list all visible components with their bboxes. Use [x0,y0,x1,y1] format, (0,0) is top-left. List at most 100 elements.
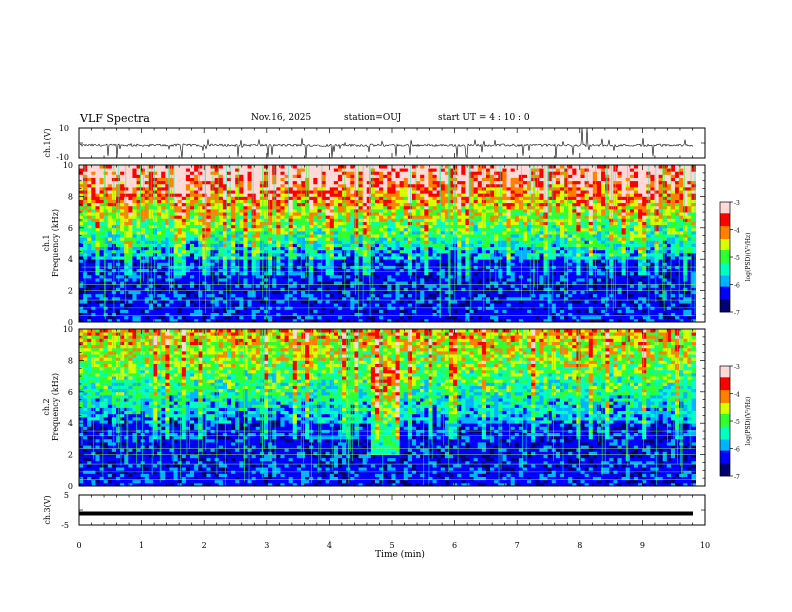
spectrogram-cell [268,174,273,178]
spectrogram-cell [177,252,183,257]
spectrogram-cell [387,177,392,182]
spectrogram-cell [222,190,228,194]
spectrogram-cell [152,268,158,273]
spectrogram-cell [255,246,261,251]
ch1-waveform-trace [79,127,694,159]
spectrogram-cell [247,171,253,175]
spectrogram-cell [268,252,273,257]
spectrogram-cell [477,303,483,307]
spectrogram-cell [461,227,466,232]
spectrogram-cell [280,212,285,216]
spectrogram-cell [309,193,314,197]
spectrogram-cell [251,218,257,222]
spectrogram-cell [432,180,438,185]
spectrogram-cell [173,202,179,207]
spectrogram-cell [350,262,355,266]
spectrogram-cell [152,193,158,197]
spectrogram-cell [206,259,211,263]
spectrogram-cell [276,287,281,291]
spectrogram-cell [173,177,179,182]
spectrogram-cell [128,196,133,200]
spectrogram-cell [391,262,396,266]
spectrogram-cell [144,212,150,216]
spectrogram-cell [346,309,351,313]
spectrogram-cell [152,186,158,191]
spectrogram-cell [185,218,191,222]
spectrogram-cell [243,249,248,254]
spectrogram-cell [420,208,425,213]
spectrogram-cell [177,224,183,229]
spectrogram-cell [132,199,137,204]
spectrogram-cell [313,171,318,175]
spectrogram-cell [276,230,281,235]
spectrogram-cell [132,190,137,194]
spectrogram-cell [140,208,146,213]
spectrogram-cell [292,215,298,219]
spectrogram-cell [313,199,318,204]
spectrogram-cell [461,293,466,298]
spectrogram-cell [181,196,187,200]
spectrogram-cell [103,212,109,216]
spectrogram-cell [181,177,187,182]
spectrogram-cell [300,318,306,323]
spectrogram-cell [214,259,220,263]
spectrogram-cell [399,281,405,285]
spectrogram-cell [354,300,359,304]
spectrogram-cell [448,230,454,235]
spectrogram-cell [383,227,388,232]
spectrogram-cell [247,215,253,219]
spectrogram-cell [202,234,207,238]
spectrogram-cell [99,196,105,200]
spectrogram-cell [391,171,396,175]
spectrogram-cell [309,180,314,185]
spectrogram-cell [354,174,359,178]
spectrogram-cell [461,183,466,188]
spectrogram-cell [181,215,187,219]
spectrogram-cell [103,312,109,317]
spectrogram-cell [288,315,294,320]
spectrogram-cell [333,202,339,207]
spectrogram-cell [432,212,438,216]
spectrogram-cell [387,212,392,216]
spectrogram-cell [387,227,392,232]
spectrogram-cell [309,171,314,175]
spectrogram-cell [231,300,236,304]
spectrogram-cell [313,274,318,279]
spectrogram-cell [473,246,479,251]
spectrogram-cell [317,165,322,169]
spectrogram-cell [383,268,388,273]
spectrogram-cell [317,303,322,307]
spectrogram-cell [280,196,285,200]
spectrogram-cell [444,180,450,185]
spectrogram-cell [444,256,450,260]
spectrogram-cell [399,171,405,175]
spectrogram-cell [95,180,100,185]
spectrogram-cell [107,290,113,295]
spectrogram-cell [321,243,327,248]
spectrogram-cell [276,221,281,226]
spectrogram-cell [181,309,187,313]
spectrogram-cell [461,237,466,241]
spectrogram-cell [214,243,220,248]
spectrogram-cell [218,196,224,200]
spectrogram-cell [346,268,351,273]
spectrogram-cell [379,300,384,304]
spectrogram-cell [95,259,100,263]
spectrogram-cell [116,249,121,254]
spectrogram-cell [165,252,170,257]
spectrogram-cell [469,312,475,317]
spectrogram-cell [103,268,109,273]
spectrogram-cell [177,215,183,219]
spectrogram-cell [436,199,442,204]
ch1-ytick-top: 10 [59,124,69,133]
spectrogram-cell [152,249,158,254]
spectrogram-cell [457,240,462,244]
spectrogram-cell [194,262,199,266]
spectrogram-cell [428,190,433,194]
spectrogram-cell [103,218,109,222]
spectrogram-cell [379,193,384,197]
spectrogram-cell [218,199,224,204]
spectrogram-cell [321,221,327,226]
spectrogram-cell [144,271,150,276]
spectrogram-cell [374,205,380,210]
